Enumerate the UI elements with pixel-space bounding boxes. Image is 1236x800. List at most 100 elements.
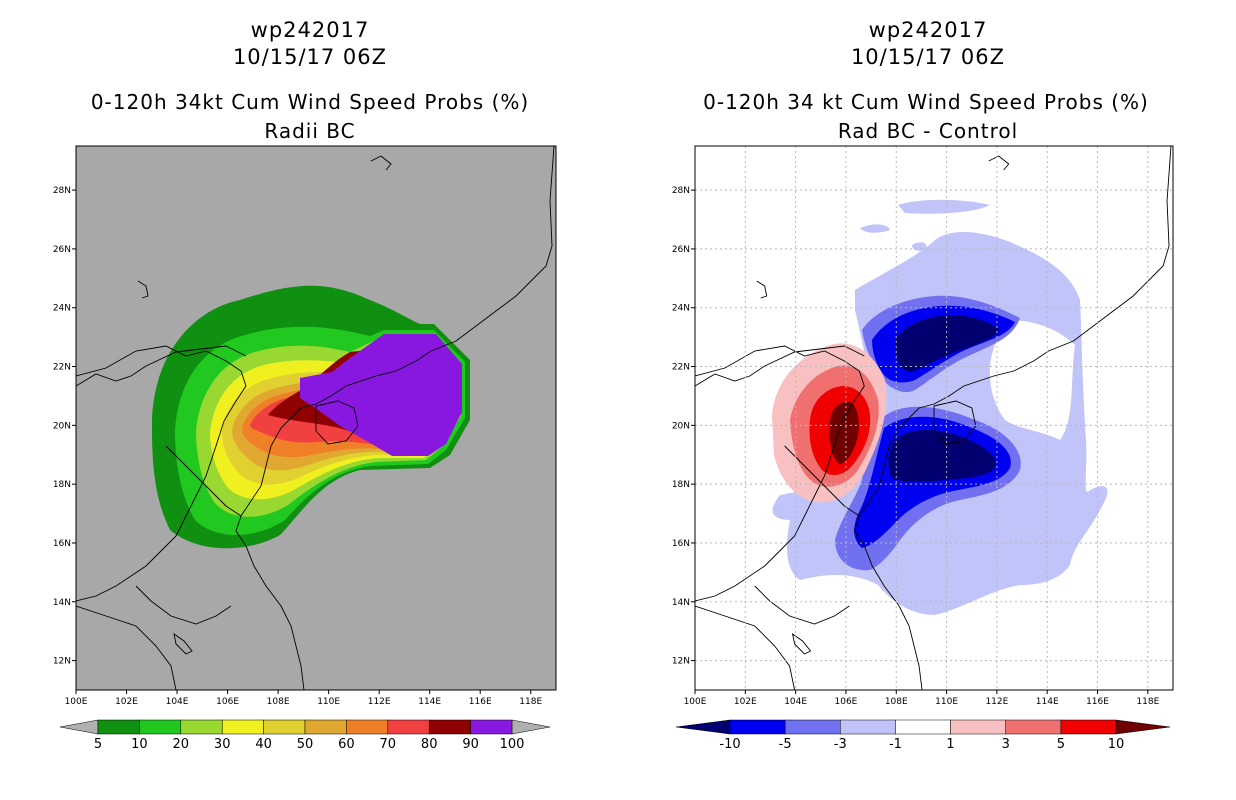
- lat-tick-label: 16N: [53, 539, 71, 549]
- colorbar-under-triangle: [59, 719, 99, 735]
- hainan-outline: [315, 400, 359, 445]
- colorbar-label: 60: [338, 737, 355, 752]
- islet-outline: [370, 155, 392, 171]
- colorbar-swatch: [97, 719, 140, 735]
- right-title-product: 0-120h 34 kt Cum Wind Speed Probs (%): [703, 90, 1149, 114]
- lat-tick-label: 14N: [672, 598, 690, 608]
- lon-tick-label: 116E: [1086, 697, 1109, 707]
- diff-below-minus-10-south: [888, 430, 996, 482]
- colorbar-swatch: [470, 719, 513, 735]
- lon-tick-label: 100E: [684, 697, 707, 707]
- border-line: [695, 345, 865, 602]
- colorbar-swatch: [180, 719, 223, 735]
- border-line: [165, 445, 242, 517]
- islet-outline: [988, 155, 1010, 171]
- colorbar-label: 80: [421, 737, 438, 752]
- lat-tick-label: 16N: [672, 539, 690, 549]
- lon-tick-label: 102E: [734, 697, 757, 707]
- right-title-storm: wp242017: [868, 18, 988, 42]
- lat-tick-label: 22N: [53, 363, 71, 373]
- lon-tick-label: 106E: [216, 697, 239, 707]
- diff-patch-north: [898, 199, 990, 214]
- lat-tick-label: 22N: [672, 363, 690, 373]
- colorbar-label: 1: [946, 737, 954, 752]
- colorbar-label: 3: [1002, 737, 1010, 752]
- lat-tick-label: 20N: [53, 421, 71, 431]
- lon-tick-label: 104E: [166, 697, 189, 707]
- lat-tick-label: 24N: [672, 304, 690, 314]
- colorbar-swatch: [387, 719, 430, 735]
- lon-tick-label: 110E: [317, 697, 340, 707]
- lake-outline: [173, 632, 193, 655]
- lon-tick-label: 118E: [1136, 697, 1159, 707]
- left-subtitle: Radii BC: [264, 119, 356, 143]
- colorbar-label: 30: [214, 737, 231, 752]
- colorbar-swatch: [840, 719, 896, 735]
- lon-tick-label: 100E: [65, 697, 88, 707]
- border-line: [76, 345, 247, 602]
- colorbar-swatch: [304, 719, 347, 735]
- colorbar-label: -3: [834, 737, 847, 752]
- colorbar-swatch: [221, 719, 264, 735]
- right-difference-field: [772, 199, 1108, 615]
- right-map-frame: [694, 145, 1174, 691]
- colorbar-label: 40: [255, 737, 272, 752]
- lat-tick-label: 14N: [53, 598, 71, 608]
- lon-tick-label: 106E: [835, 697, 858, 707]
- colorbar-under-triangle: [675, 719, 731, 735]
- colorbar-swatch: [139, 719, 182, 735]
- colorbar-swatch: [729, 719, 786, 735]
- coastline: [853, 146, 1172, 690]
- lat-tick-label: 26N: [53, 245, 71, 255]
- right-title-date: 10/15/17 06Z: [850, 45, 1006, 69]
- colorbar-label: 100: [500, 737, 525, 752]
- colorbar-swatch: [1060, 719, 1117, 735]
- colorbar-label: 5: [94, 737, 102, 752]
- lon-tick-label: 110E: [935, 697, 958, 707]
- colorbar-label: 70: [380, 737, 397, 752]
- lat-tick-label: 18N: [672, 480, 690, 490]
- border-line: [76, 605, 177, 690]
- colorbar-over-triangle: [1115, 719, 1171, 735]
- left-title-product: 0-120h 34kt Cum Wind Speed Probs (%): [90, 90, 530, 114]
- lon-tick-label: 114E: [1036, 697, 1059, 707]
- lat-tick-label: 18N: [53, 480, 71, 490]
- lat-tick-label: 12N: [672, 657, 690, 667]
- colorbar-label: 10: [131, 737, 148, 752]
- colorbar-label: -5: [779, 737, 792, 752]
- lon-tick-label: 112E: [368, 697, 391, 707]
- lat-tick-label: 20N: [672, 421, 690, 431]
- diff-patch-small: [860, 224, 890, 233]
- lat-tick-label: 26N: [672, 245, 690, 255]
- colorbar-swatch: [263, 719, 306, 735]
- lat-tick-label: 28N: [672, 186, 690, 196]
- lon-tick-label: 108E: [885, 697, 908, 707]
- coastline: [235, 146, 555, 690]
- lon-tick-label: 114E: [418, 697, 441, 707]
- border-line: [695, 605, 796, 690]
- lon-tick-label: 102E: [115, 697, 138, 707]
- left-probability-field: [151, 285, 470, 549]
- lon-tick-label: 116E: [469, 697, 492, 707]
- colorbar-swatch: [950, 719, 1006, 735]
- lat-tick-label: 28N: [53, 186, 71, 196]
- left-title-storm: wp242017: [250, 18, 370, 42]
- border-line: [754, 585, 850, 625]
- left-axes: 100E 102E 104E 106E 108E 110E 112E 114E 116E 118E…: [53, 186, 543, 707]
- colorbar-label: -10: [719, 737, 740, 752]
- border-line: [784, 445, 860, 517]
- lake-outline: [791, 632, 812, 655]
- left-map: [76, 146, 556, 690]
- islet-outline: [756, 280, 768, 299]
- border-line: [695, 345, 865, 387]
- left-title-date: 10/15/17 06Z: [232, 45, 388, 69]
- colorbar-label: 90: [462, 737, 479, 752]
- right-axes: 100E 102E 104E 106E 108E 110E 112E 114E 116E 118E…: [672, 186, 1160, 707]
- lat-tick-label: 12N: [53, 657, 71, 667]
- prob-90-100: [300, 334, 462, 456]
- lon-tick-label: 108E: [267, 697, 290, 707]
- diff-above-plus-10: [829, 401, 859, 464]
- lon-tick-label: 118E: [519, 697, 542, 707]
- colorbar-over-triangle: [511, 719, 551, 735]
